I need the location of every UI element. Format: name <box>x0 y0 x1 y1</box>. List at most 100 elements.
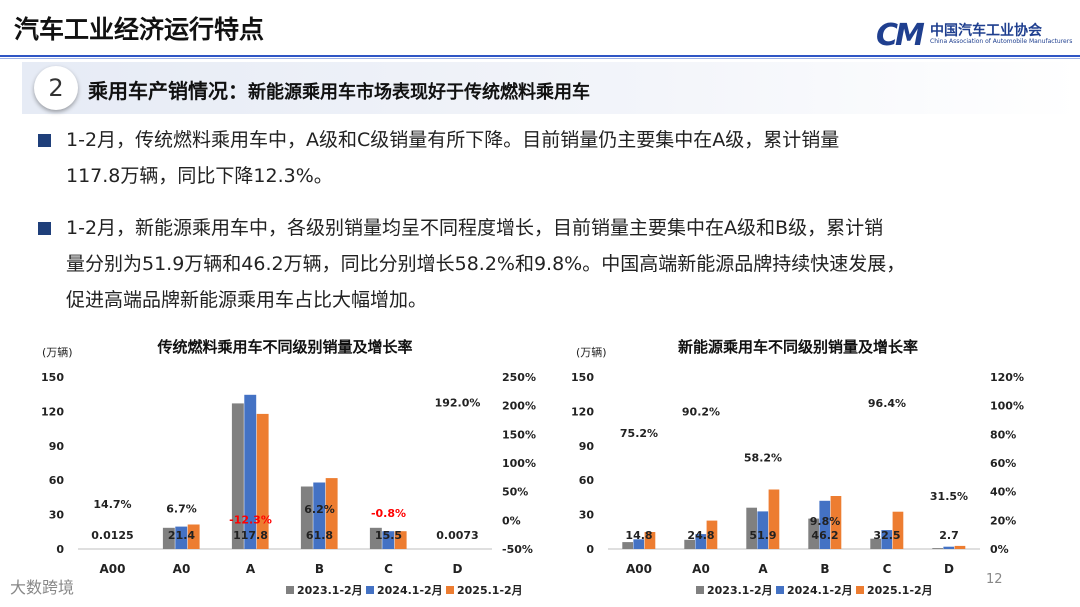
growth-label: -0.8% <box>371 507 406 520</box>
x-tick-label: A0 <box>692 562 710 576</box>
y-tick-label: 30 <box>579 509 595 522</box>
y-axis-unit-label: (万辆) <box>576 345 607 359</box>
growth-label: 6.7% <box>166 502 197 515</box>
section-title: 乘用车产销情况：新能源乘用车市场表现好于传统燃料乘用车 <box>88 75 590 104</box>
chart-ice-passenger: 传统燃料乘用车不同级别销量及增长率 (万辆) 0 30 60 90 120 150 -50% 0%… <box>30 332 550 602</box>
bar <box>162 527 175 549</box>
section-title-sub: 新能源乘用车市场表现好于传统燃料乘用车 <box>248 82 590 103</box>
bar <box>892 511 904 549</box>
bullet-square-icon <box>38 222 51 235</box>
bullet-2-line-1: 1-2月，新能源乘用车中，各级别销量均呈不同程度增长，目前销量主要集中在A级和B… <box>66 217 884 239</box>
value-label: 51.9 <box>749 529 776 542</box>
bar <box>757 511 769 549</box>
bar <box>954 545 966 549</box>
y2-tick-label: -50% <box>502 543 533 556</box>
bar <box>932 548 943 549</box>
bar <box>746 507 757 549</box>
caam-logo-cn: 中国汽车工业协会 <box>930 23 1042 39</box>
legend-swatch <box>366 586 374 594</box>
bar <box>394 531 407 549</box>
growth-label: 31.5% <box>930 490 968 503</box>
chart-ice-svg: 传统燃料乘用车不同级别销量及增长率 (万辆) 0 30 60 90 120 150 -50% 0%… <box>41 338 536 597</box>
bar <box>231 403 244 549</box>
y-tick-label: 150 <box>571 371 594 384</box>
y2-tick-label: 60% <box>990 457 1016 470</box>
x-tick-label: A <box>758 562 768 576</box>
chart-nev-svg: 新能源乘用车不同级别销量及增长率 (万辆) 0 30 60 90 120 150 0% 20% 40… <box>571 338 1024 597</box>
growth-label: 90.2% <box>682 406 720 419</box>
x-tick-label: A00 <box>100 562 126 576</box>
legend-swatch <box>856 586 864 594</box>
bar <box>943 546 955 549</box>
y-tick-label: 60 <box>49 474 65 487</box>
bar <box>644 532 656 549</box>
bar <box>706 520 718 549</box>
bar <box>325 478 338 549</box>
bullet-square-icon <box>38 134 51 147</box>
bullet-2-line-2: 量分别为51.9万辆和46.2万辆，同比分别增长58.2%和9.8%。中国高端新… <box>66 253 906 275</box>
value-label: 2.7 <box>939 529 959 542</box>
header-divider <box>0 55 1080 57</box>
bar <box>175 526 188 549</box>
bar <box>695 534 707 549</box>
value-label: 0.0073 <box>436 529 478 542</box>
y2-tick-label: 250% <box>502 371 536 384</box>
bar <box>300 486 313 549</box>
legend-label: 2023.1-2月 <box>707 584 773 597</box>
page-number: 12 <box>986 572 1003 587</box>
section-number-badge: 2 <box>34 66 78 110</box>
bar <box>633 539 645 549</box>
caam-logo: CM 中国汽车工业协会 China Association of Automob… <box>876 16 1072 53</box>
y2-tick-label: 100% <box>990 400 1024 413</box>
growth-label: -12.3% <box>229 513 272 526</box>
value-label: 24.8 <box>687 529 714 542</box>
y2-tick-label: 20% <box>990 514 1016 527</box>
chart-title: 新能源乘用车不同级别销量及增长率 <box>678 338 918 356</box>
legend-swatch <box>286 586 294 594</box>
bar <box>256 413 269 549</box>
x-tick-label: B <box>315 562 324 576</box>
y2-tick-label: 50% <box>502 486 528 499</box>
growth-label: 6.2% <box>304 503 335 516</box>
caam-logo-en: China Association of Automobile Manufact… <box>930 38 1073 45</box>
value-label: 0.0125 <box>91 529 133 542</box>
caam-logo-mark: CM <box>876 18 925 53</box>
growth-label: 58.2% <box>744 452 782 465</box>
bar <box>369 527 382 549</box>
y-tick-label: 120 <box>571 405 594 418</box>
x-tick-label: A <box>246 562 256 576</box>
value-label: 46.2 <box>811 529 838 542</box>
x-tick-label: B <box>820 562 829 576</box>
x-tick-label: D <box>944 562 954 576</box>
legend-swatch <box>446 586 454 594</box>
y-tick-label: 0 <box>56 543 64 556</box>
bar <box>819 500 831 549</box>
chart-title: 传统燃料乘用车不同级别销量及增长率 <box>156 338 412 356</box>
y-tick-label: 90 <box>49 440 65 453</box>
legend-label: 2025.1-2月 <box>457 584 523 597</box>
y2-tick-label: 80% <box>990 428 1016 441</box>
legend-swatch <box>776 586 784 594</box>
x-tick-label: C <box>384 562 393 576</box>
legend-label: 2025.1-2月 <box>867 584 933 597</box>
footer-watermark: 大数跨境 <box>10 578 75 597</box>
bar <box>622 542 633 549</box>
growth-label: 96.4% <box>868 397 906 410</box>
chart-nev-passenger: 新能源乘用车不同级别销量及增长率 (万辆) 0 30 60 90 120 150 0% 20% 40… <box>560 332 1060 602</box>
bullet-1-line-2: 117.8万辆，同比下降12.3%。 <box>66 165 333 187</box>
bar <box>313 482 326 549</box>
y-tick-label: 0 <box>586 543 594 556</box>
y-tick-label: 30 <box>49 509 65 522</box>
value-label: 14.8 <box>625 529 652 542</box>
legend-label: 2023.1-2月 <box>297 584 363 597</box>
value-label: 61.8 <box>306 529 333 542</box>
section-title-main: 乘用车产销情况： <box>88 79 248 103</box>
value-label: 32.5 <box>873 529 900 542</box>
bullet-1: 1-2月，传统燃料乘用车中，A级和C级销量有所下降。目前销量仍主要集中在A级，累… <box>66 122 1051 194</box>
y-tick-label: 90 <box>579 440 595 453</box>
bar <box>870 538 881 549</box>
bar <box>808 518 819 549</box>
bar <box>244 394 257 549</box>
bar <box>881 530 893 549</box>
growth-label: 192.0% <box>435 396 481 409</box>
